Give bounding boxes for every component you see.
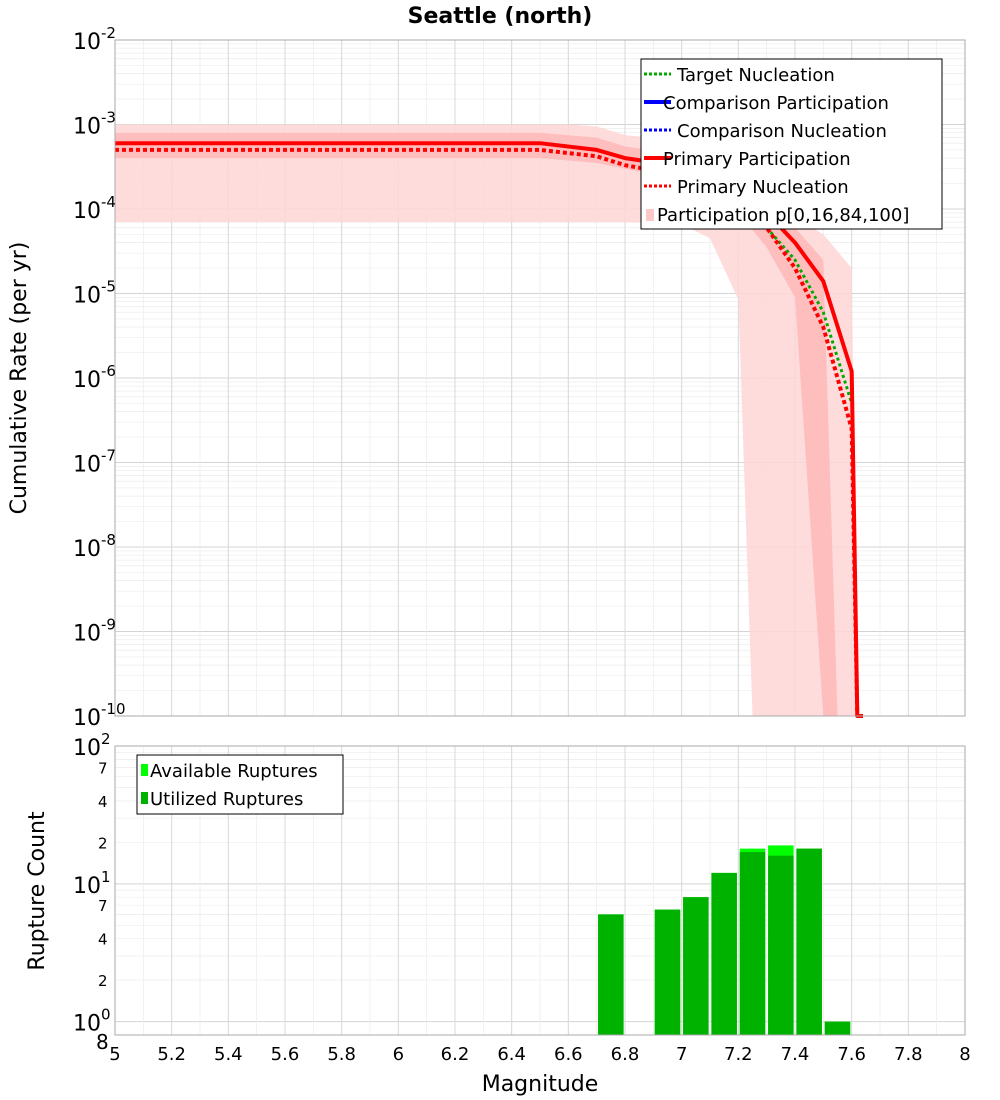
- y-tick-label: 10-5: [73, 278, 116, 309]
- x-tick-label: 5.8: [327, 1044, 356, 1065]
- y-tick-base: 10: [73, 706, 101, 731]
- bar-utilized-ruptures: [683, 897, 709, 1035]
- y-tick-label: 10-9: [73, 616, 116, 647]
- rate-plot-frame: [114, 39, 966, 717]
- y-tick-label: 10-6: [73, 362, 116, 393]
- y-tick-exponent: -6: [101, 362, 116, 380]
- x-tick-label: 5: [109, 1044, 120, 1065]
- bar-utilized-ruptures: [824, 1021, 851, 1035]
- legend-label: Utilized Ruptures: [150, 789, 303, 810]
- series-line-primary-nucleation: [115, 147, 860, 717]
- y-tick-base: 10: [73, 537, 101, 562]
- y-tick-label: 10-8: [73, 531, 116, 562]
- legend-swatch: [141, 764, 148, 776]
- legend-label: Target Nucleation: [676, 65, 835, 86]
- y-tick-label: 10-4: [73, 193, 116, 224]
- y-tick-base: 10: [73, 115, 101, 140]
- y-tick-exponent: 0: [101, 1006, 111, 1024]
- y-axis-label: Cumulative Rate (per yr): [7, 242, 32, 515]
- rupture-y-axis-label: Rupture Count: [25, 811, 50, 971]
- x-axis-label: Magnitude: [482, 1072, 599, 1097]
- y-tick-exponent: -4: [101, 193, 116, 211]
- x-tick-label: 5.2: [157, 1044, 186, 1065]
- y-tick-label: 4: [98, 931, 108, 949]
- legend-label: Primary Participation: [663, 149, 851, 170]
- x-tick-label: 7: [676, 1044, 687, 1065]
- y-tick-exponent: 2: [101, 730, 111, 748]
- y-tick-exponent: -8: [101, 531, 116, 549]
- bar-utilized-ruptures: [654, 909, 681, 1035]
- y-tick-label: 2: [98, 834, 108, 852]
- x-tick-label: 6.8: [611, 1044, 640, 1065]
- bar-utilized-ruptures: [739, 852, 766, 1035]
- legend-label: Comparison Participation: [663, 93, 889, 114]
- y-tick-label: 10-3: [73, 109, 116, 140]
- y-tick-label: 8: [96, 1030, 109, 1054]
- y-tick-base: 10: [73, 874, 101, 899]
- y-tick-base: 10: [73, 368, 101, 393]
- x-tick-label: 6.2: [441, 1044, 470, 1065]
- participation-band-p0-p100: [115, 124, 858, 716]
- legend-swatch: [141, 792, 148, 804]
- x-tick-label: 6: [393, 1044, 404, 1065]
- y-tick-base: 10: [73, 199, 101, 224]
- y-tick-base: 10: [73, 284, 101, 309]
- rupture-plot-frame: [114, 745, 966, 1036]
- x-tick-label: 8: [959, 1044, 970, 1065]
- y-tick-exponent: -2: [101, 24, 116, 42]
- rupture-legend: [136, 754, 344, 815]
- y-tick-exponent: -9: [101, 616, 116, 634]
- y-tick-label: 10-7: [73, 447, 116, 478]
- legend-label: Participation p[0,16,84,100]: [657, 205, 909, 226]
- y-tick-label: 4: [98, 793, 108, 811]
- y-tick-base: 10: [73, 30, 101, 55]
- y-tick-label: 102: [73, 730, 111, 761]
- y-tick-label: 101: [73, 868, 111, 899]
- y-tick-exponent: -10: [101, 700, 126, 718]
- x-tick-label: 5.6: [271, 1044, 300, 1065]
- series-line-target-nucleation: [765, 226, 854, 404]
- y-tick-label: 10-10: [73, 700, 126, 731]
- y-tick-base: 10: [73, 1012, 101, 1037]
- y-tick-exponent: -5: [101, 278, 116, 296]
- y-tick-label: 2: [98, 972, 108, 990]
- x-tick-label: 7.8: [894, 1044, 923, 1065]
- y-tick-exponent: 1: [101, 868, 111, 886]
- x-tick-label: 7.2: [724, 1044, 753, 1065]
- bar-utilized-ruptures: [711, 872, 737, 1035]
- x-tick-label: 6.6: [554, 1044, 583, 1065]
- legend-label: Comparison Nucleation: [677, 121, 887, 142]
- rate-legend: [640, 58, 943, 230]
- y-tick-label: 100: [73, 1006, 111, 1037]
- y-tick-base: 10: [73, 622, 101, 647]
- bar-utilized-ruptures: [796, 848, 822, 1035]
- rate-panel: 10-210-310-410-510-610-710-810-910-10: [73, 24, 966, 731]
- x-tick-label: 7.4: [781, 1044, 810, 1065]
- legend-swatch: [646, 209, 654, 221]
- bar-utilized-ruptures: [598, 914, 624, 1035]
- y-tick-exponent: -3: [101, 109, 116, 127]
- y-tick-label: 7: [98, 897, 108, 915]
- x-tick-label: 5.4: [214, 1044, 243, 1065]
- legend-label: Primary Nucleation: [677, 177, 849, 198]
- y-tick-exponent: -7: [101, 447, 116, 465]
- bar-utilized-ruptures: [768, 855, 794, 1035]
- x-tick-label: 6.4: [497, 1044, 526, 1065]
- chart-title: Seattle (north): [408, 4, 593, 29]
- y-tick-base: 10: [73, 736, 101, 761]
- legend-label: Available Ruptures: [150, 761, 318, 782]
- y-tick-label: 10-2: [73, 24, 116, 55]
- y-tick-base: 10: [73, 453, 101, 478]
- x-tick-label: 7.6: [837, 1044, 866, 1065]
- y-tick-label: 7: [98, 759, 108, 777]
